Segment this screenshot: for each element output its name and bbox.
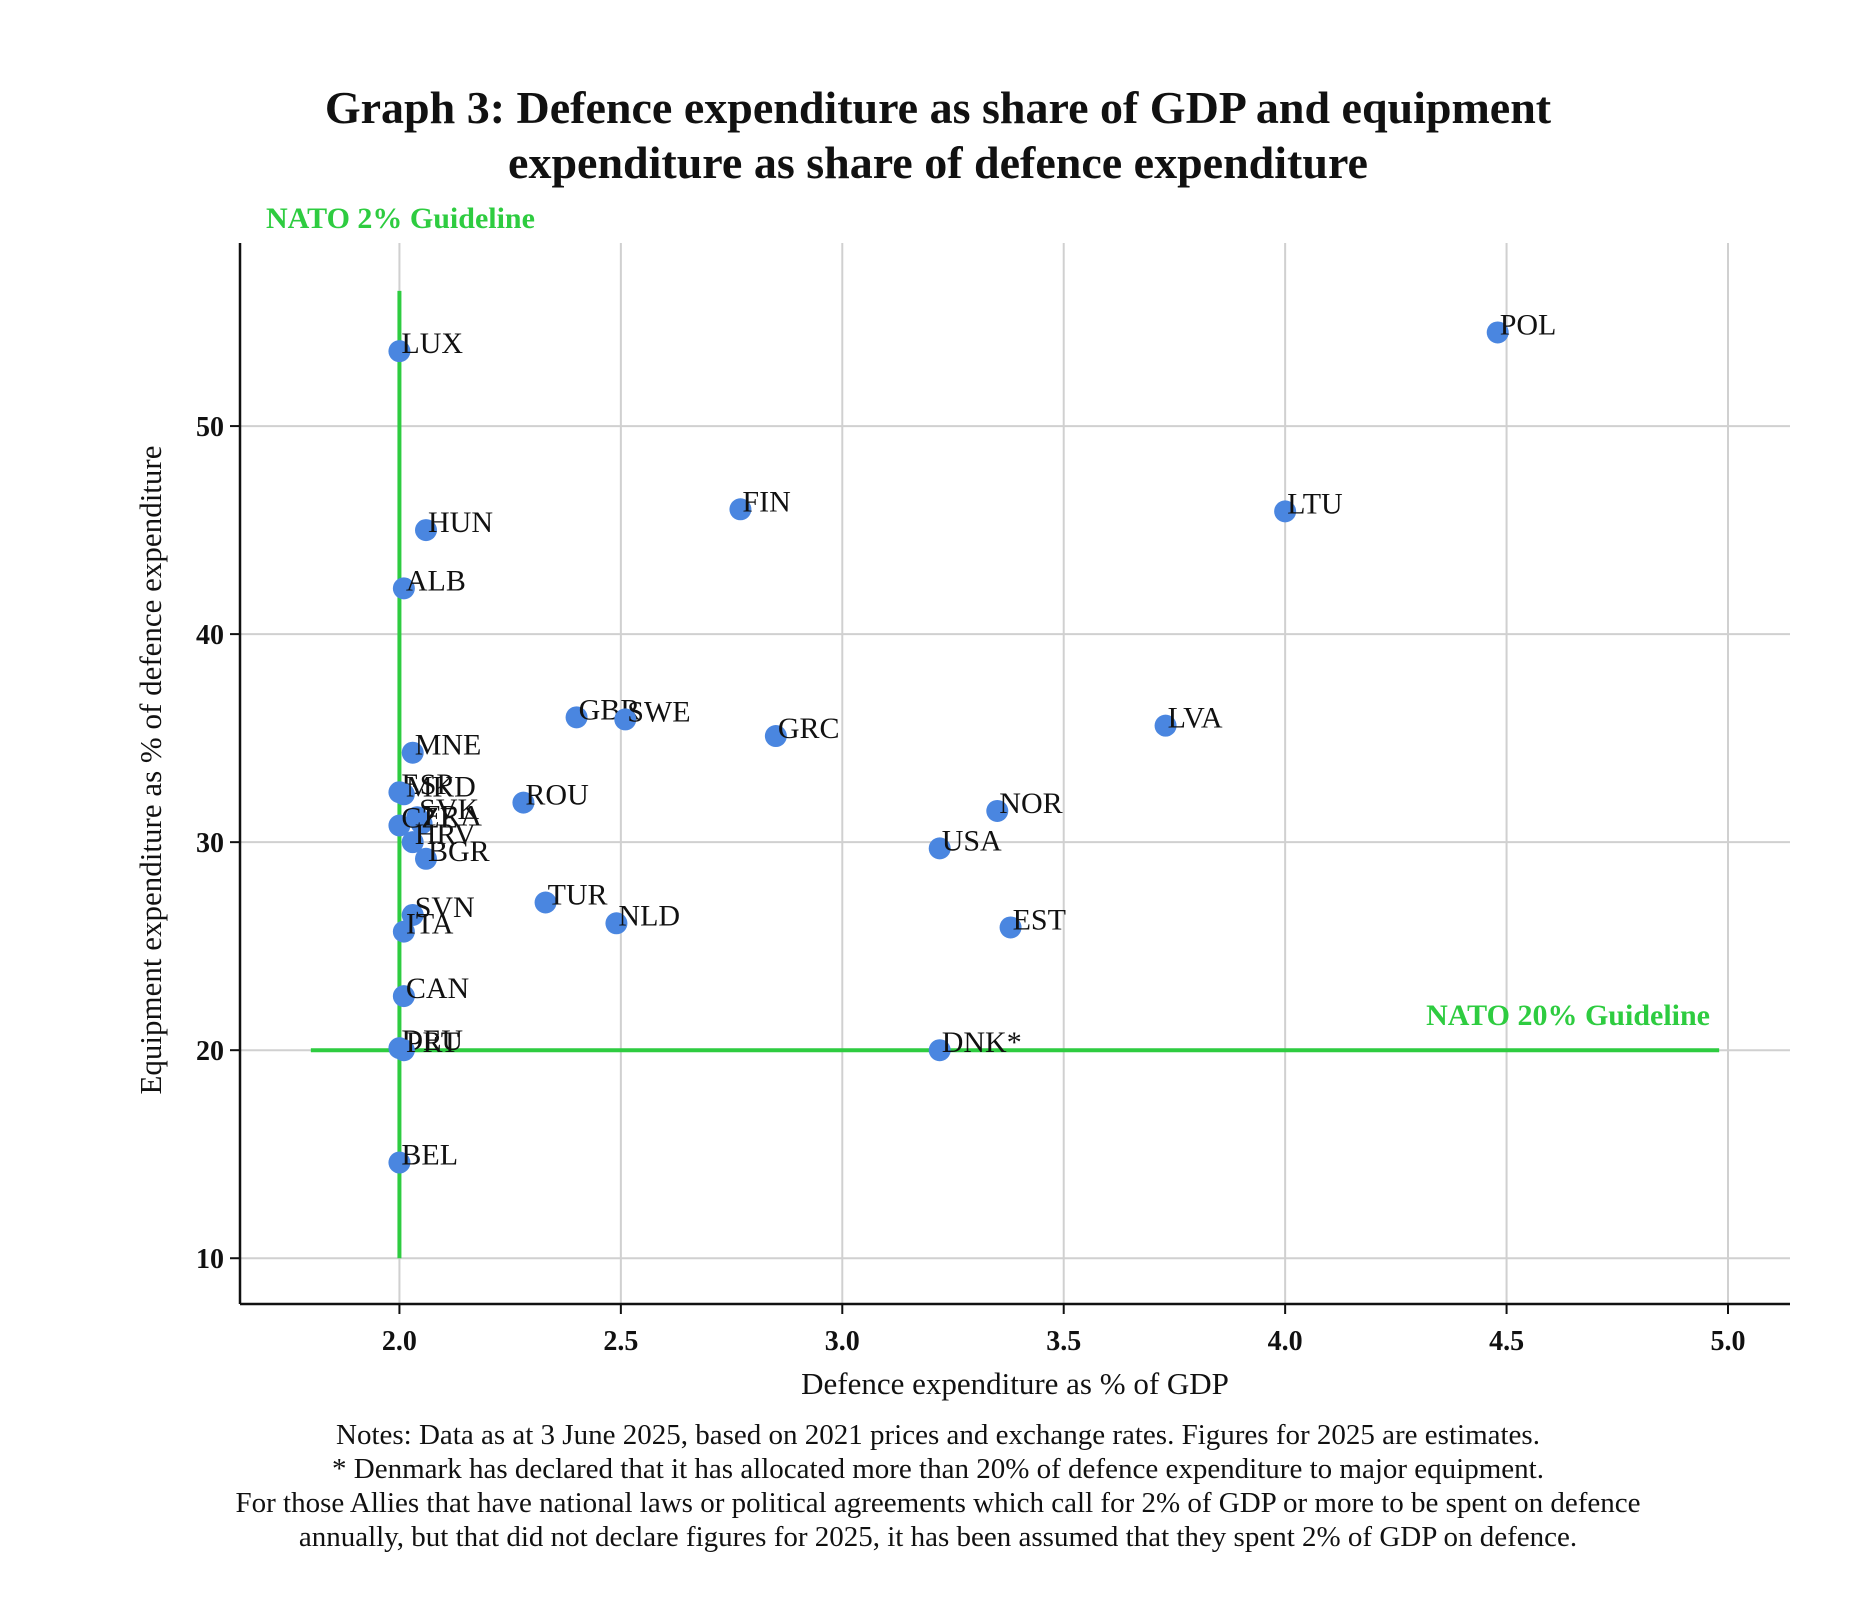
y-axis-label: Equipment expenditure as % of defence ex… <box>133 445 168 1094</box>
data-point-label: POL <box>1500 308 1557 341</box>
nato-2-percent-guideline-label: NATO 2% Guideline <box>266 202 535 235</box>
x-tick-label: 3.0 <box>825 1326 860 1357</box>
data-point-label: SWE <box>627 695 690 728</box>
nato-20-percent-guideline-label: NATO 20% Guideline <box>1426 999 1710 1032</box>
data-point <box>401 903 424 926</box>
data-point-label: FIN <box>742 485 790 518</box>
x-tick-label: 2.0 <box>382 1326 417 1357</box>
data-point <box>388 814 411 837</box>
data-point-label: USA <box>942 824 1002 857</box>
data-point-label: LUX <box>401 327 463 360</box>
data-point <box>614 708 637 731</box>
data-point <box>565 706 588 729</box>
chart-notes: Notes: Data as at 3 June 2025, based on … <box>0 1418 1876 1554</box>
data-point-label: DNK* <box>942 1026 1022 1059</box>
x-tick-label: 3.5 <box>1046 1326 1081 1357</box>
data-point <box>392 985 415 1008</box>
data-point <box>392 1039 415 1062</box>
data-point <box>512 791 535 814</box>
data-point-label: EST <box>1013 903 1066 936</box>
x-axis-label: Defence expenditure as % of GDP <box>801 1366 1229 1401</box>
data-point-label: SVN <box>415 891 475 924</box>
data-point-label: CZE <box>401 802 458 835</box>
data-point <box>392 920 415 943</box>
data-point <box>1154 714 1177 737</box>
y-tick-label: 30 <box>196 828 224 859</box>
data-point <box>1486 321 1509 344</box>
data-point <box>999 916 1022 939</box>
data-point <box>534 891 557 914</box>
data-point <box>401 831 424 854</box>
data-point-label: MNE <box>415 729 482 762</box>
data-point-label: BGR <box>428 835 490 868</box>
data-point-label: CAN <box>406 972 469 1005</box>
data-point <box>392 577 415 600</box>
x-tick-label: 5.0 <box>1711 1326 1746 1357</box>
note-line-2: * Denmark has declared that it has alloc… <box>332 1453 1544 1485</box>
x-tick-label: 4.5 <box>1489 1326 1524 1357</box>
gridlines <box>240 243 1790 1304</box>
data-point-label: LTU <box>1287 487 1343 520</box>
data-point-label: ALB <box>406 564 466 597</box>
y-tick-label: 20 <box>196 1036 224 1067</box>
data-point-label: GRC <box>778 712 840 745</box>
data-point <box>388 340 411 363</box>
data-point-label: ROU <box>525 779 589 812</box>
data-point-label: BEL <box>401 1139 458 1172</box>
y-tick-label: 10 <box>196 1244 224 1275</box>
data-point <box>729 498 752 521</box>
note-line-4: annually, but that did not declare figur… <box>298 1521 1578 1553</box>
chart-title-line-1: Graph 3: Defence expenditure as share of… <box>324 82 1552 133</box>
note-line-1: Notes: Data as at 3 June 2025, based on … <box>336 1419 1540 1451</box>
data-point-label: PRT <box>406 1026 459 1059</box>
data-point-label: NLD <box>618 899 680 932</box>
data-point <box>415 519 437 542</box>
note-line-3: For those Allies that have national laws… <box>235 1487 1641 1519</box>
data-point-label: TUR <box>548 878 608 911</box>
chart-title-line-2: expenditure as share of defence expendit… <box>508 137 1368 188</box>
data-point <box>401 741 424 764</box>
data-point <box>605 912 628 935</box>
data-point-label: ITA <box>406 908 454 941</box>
data-point <box>764 725 787 748</box>
axes: 2.0 2.5 3.0 3.5 4.0 4.5 5.0 10 20 30 40 50 <box>196 243 1790 1357</box>
data-point-label: FRA <box>424 799 483 832</box>
data-point <box>1274 500 1297 523</box>
data-point-label: NOR <box>999 787 1062 820</box>
data-point <box>928 1039 951 1062</box>
data-point <box>928 837 951 860</box>
data-point <box>392 783 415 806</box>
data-point <box>986 799 1009 822</box>
data-point-label: HUN <box>428 506 493 539</box>
data-point <box>388 1151 411 1174</box>
x-tick-label: 2.5 <box>603 1326 638 1357</box>
data-point-label: LVA <box>1168 702 1223 735</box>
data-point-label: MKD <box>406 770 476 803</box>
data-point <box>415 847 437 870</box>
y-tick-label: 50 <box>196 412 224 443</box>
x-tick-label: 4.0 <box>1268 1326 1303 1357</box>
y-tick-label: 40 <box>196 620 224 651</box>
data-point-label: HRV <box>415 818 476 851</box>
guidelines <box>310 290 1720 1259</box>
data-point <box>410 812 433 835</box>
chart-title: Graph 3: Defence expenditure as share of… <box>0 80 1876 190</box>
